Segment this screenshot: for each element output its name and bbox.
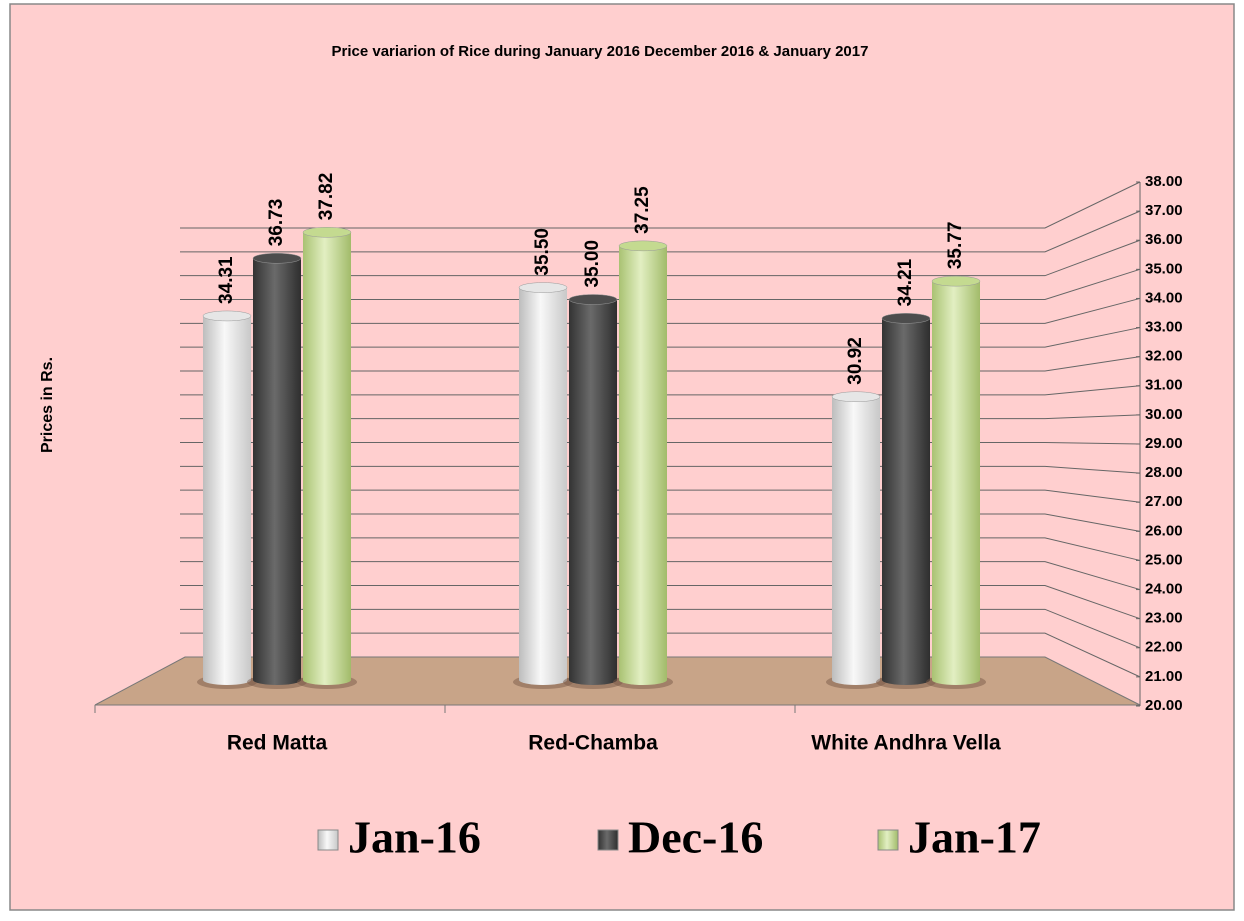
grid-line: [180, 210, 1141, 253]
grid-line: [180, 239, 1141, 277]
y-tick-label: 38.00: [1145, 173, 1183, 190]
grid-line: [180, 585, 1141, 620]
x-tick-label: White Andhra Vella: [811, 732, 1001, 755]
legend-swatch: [317, 829, 339, 851]
grid-line: [180, 414, 1141, 420]
y-tick-label: 22.00: [1145, 639, 1183, 656]
chart-title: Price variarion of Rice during January 2…: [332, 43, 869, 60]
y-tick-label: 26.00: [1145, 522, 1183, 539]
bar: [832, 391, 880, 685]
bar-top: [881, 313, 931, 324]
bar-top: [302, 227, 352, 238]
bar: [519, 282, 567, 685]
bar-top: [931, 275, 981, 287]
x-tick-label: Red-Chamba: [528, 732, 658, 755]
bar-top: [618, 240, 668, 252]
grid-line: [180, 465, 1141, 474]
y-tick-label: 25.00: [1145, 551, 1183, 568]
x-tick-label: Red Matta: [227, 732, 328, 755]
grid-line: [180, 268, 1141, 300]
y-tick-label: 33.00: [1145, 319, 1183, 336]
y-tick-label: 21.00: [1145, 668, 1183, 685]
legend-swatch: [877, 829, 899, 851]
bar: [253, 253, 301, 685]
grid-line: [180, 181, 1141, 229]
bar-top: [831, 391, 881, 402]
grid-line: [180, 297, 1141, 324]
y-tick-label: 34.00: [1145, 289, 1183, 306]
bar-top: [202, 310, 252, 322]
data-label: 35.50: [532, 228, 553, 276]
grid-line: [180, 561, 1141, 591]
data-label: 37.25: [632, 186, 653, 234]
y-tick-label: 37.00: [1145, 202, 1183, 219]
y-tick-label: 23.00: [1145, 610, 1183, 627]
y-tick-label: 36.00: [1145, 231, 1183, 248]
grid-line: [180, 442, 1141, 445]
data-label: 30.92: [845, 337, 866, 385]
bar: [203, 310, 251, 685]
y-tick-label: 32.00: [1145, 348, 1183, 365]
legend-swatch: [597, 829, 619, 851]
bar-top: [568, 294, 618, 305]
grid-line: [180, 385, 1141, 396]
bar: [932, 276, 980, 685]
bar: [303, 227, 351, 685]
y-tick-label: 28.00: [1145, 464, 1183, 481]
y-tick-label: 24.00: [1145, 581, 1183, 598]
bar: [619, 240, 667, 685]
y-tick-label: 29.00: [1145, 435, 1183, 452]
y-tick-label: 27.00: [1145, 493, 1183, 510]
data-label: 35.00: [582, 240, 603, 288]
grid-line: [180, 327, 1141, 348]
data-label: 34.31: [216, 256, 237, 304]
y-tick-label: 31.00: [1145, 377, 1183, 394]
y-tick-label: 30.00: [1145, 406, 1183, 423]
grid-line: [180, 537, 1141, 561]
grid-line: [180, 513, 1141, 532]
legend-label: Jan-17: [908, 812, 1041, 863]
data-label: 34.21: [895, 258, 916, 306]
data-label: 36.73: [266, 199, 287, 247]
bar-top: [518, 282, 568, 293]
bar-top: [252, 253, 302, 264]
bar: [569, 294, 617, 685]
grid-line: [180, 608, 1141, 649]
grid-line: [180, 356, 1141, 372]
legend-label: Jan-16: [348, 812, 481, 863]
grid-line: [180, 489, 1141, 503]
grid-line: [180, 632, 1141, 678]
data-label: 37.82: [316, 173, 337, 221]
legend-label: Dec-16: [628, 812, 763, 863]
data-label: 35.77: [945, 222, 966, 270]
y-axis-label: Prices in Rs.: [39, 357, 56, 453]
y-tick-label: 35.00: [1145, 260, 1183, 277]
bar: [882, 313, 930, 685]
y-tick-label: 20.00: [1145, 697, 1183, 714]
